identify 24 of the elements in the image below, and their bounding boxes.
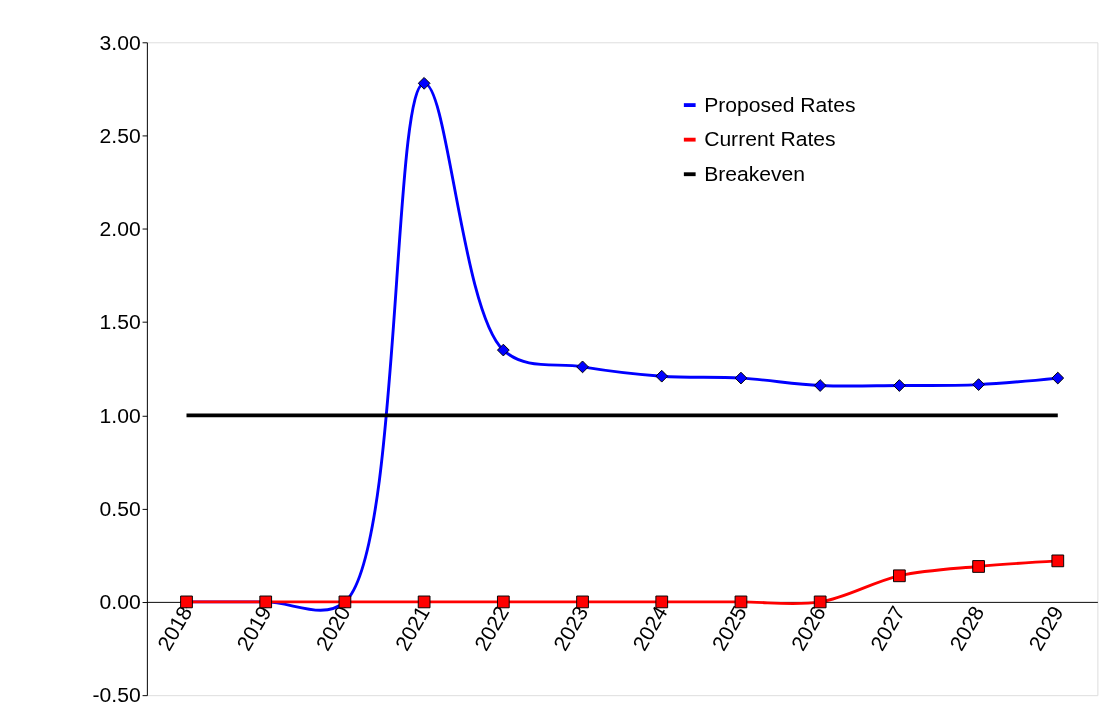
point	[1051, 371, 1065, 385]
y-tick-label: 3.00	[99, 30, 141, 54]
legend-label: Proposed Rates	[704, 92, 856, 116]
point	[496, 343, 510, 357]
legend-label: Current Rates	[704, 127, 836, 151]
y-tick-label: 2.00	[99, 217, 141, 241]
point	[1051, 554, 1065, 568]
legend-label: Breakeven	[704, 161, 806, 185]
point	[655, 369, 669, 383]
y-tick-label: 0.00	[99, 590, 141, 614]
point	[734, 371, 748, 385]
y-tick-label: 2.50	[99, 123, 141, 147]
point	[813, 379, 827, 392]
point	[972, 378, 985, 391]
point	[576, 360, 589, 374]
point	[417, 595, 431, 609]
y-tick-label: -0.50	[92, 683, 141, 707]
y-tick-label: 0.50	[99, 496, 141, 520]
point	[417, 76, 431, 90]
point	[893, 379, 906, 392]
point	[893, 569, 906, 583]
y-tick-label: 1.50	[99, 310, 141, 334]
y-tick-label: 1.00	[99, 403, 141, 427]
point	[972, 560, 985, 573]
